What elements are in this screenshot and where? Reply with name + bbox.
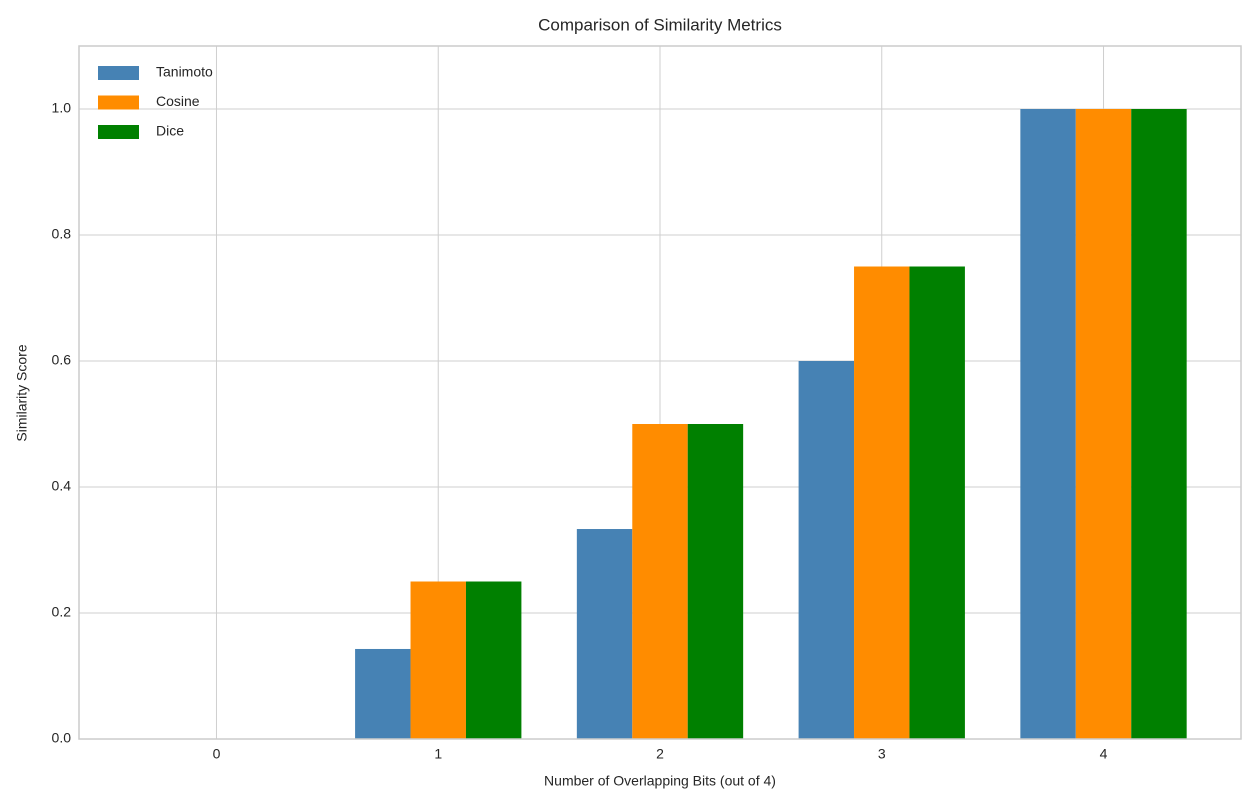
x-tick-label: 0	[213, 746, 221, 762]
y-tick-label: 0.4	[52, 478, 72, 494]
legend-label: Dice	[156, 123, 184, 139]
chart-title: Comparison of Similarity Metrics	[538, 15, 782, 34]
bar	[1020, 109, 1076, 739]
bar	[410, 581, 466, 739]
y-tick-label: 0.6	[52, 352, 72, 368]
bar	[798, 361, 855, 739]
legend-label: Tanimoto	[156, 64, 213, 80]
y-tick-label: 0.0	[52, 730, 72, 746]
y-tick-label: 1.0	[52, 100, 72, 116]
x-tick-label: 4	[1100, 746, 1108, 762]
bar	[632, 424, 688, 739]
y-tick-label: 0.2	[52, 604, 72, 620]
y-tick-label: 0.8	[52, 226, 72, 242]
legend-swatch	[98, 66, 139, 80]
bar	[576, 529, 633, 739]
bar	[909, 266, 965, 739]
bar	[687, 424, 744, 739]
legend-label: Cosine	[156, 93, 200, 109]
x-tick-label: 2	[656, 746, 664, 762]
x-axis-label: Number of Overlapping Bits (out of 4)	[544, 773, 776, 789]
bar	[355, 648, 411, 739]
x-tick-label: 1	[434, 746, 442, 762]
bar	[1075, 109, 1132, 739]
x-tick-label: 3	[878, 746, 886, 762]
bar	[854, 266, 910, 739]
legend-swatch	[98, 125, 139, 139]
bar	[465, 581, 522, 739]
bar	[1131, 109, 1187, 739]
y-axis-label: Similarity Score	[14, 344, 30, 441]
plot-frame	[78, 45, 1242, 740]
legend-swatch	[98, 95, 139, 110]
